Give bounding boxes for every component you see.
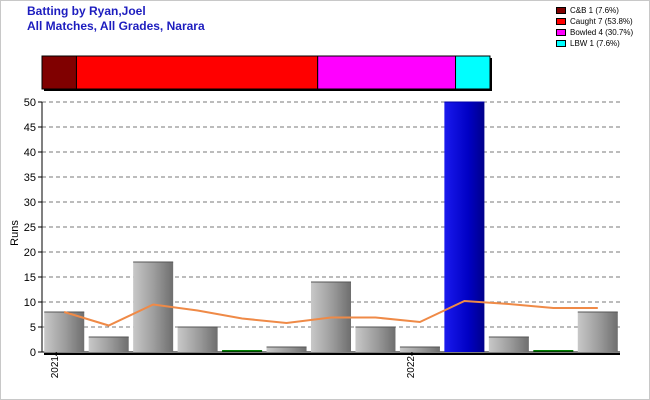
average-line: [63, 299, 598, 327]
legend-label: LBW 1 (7.6%): [570, 39, 620, 48]
y-tick-label: 20: [24, 247, 36, 259]
bar-zero: [533, 350, 574, 352]
bar: [577, 312, 618, 352]
legend-swatch: [556, 40, 566, 47]
bar-zero: [222, 350, 263, 352]
y-tick-label: 45: [24, 122, 36, 134]
bar: [177, 327, 218, 352]
y-tick-label: 0: [30, 347, 36, 359]
y-tick-label: 35: [24, 172, 36, 184]
legend-swatch: [556, 29, 566, 36]
stack-segment-cb: [41, 55, 77, 90]
chart-title: Batting by Ryan,Joel All Matches, All Gr…: [27, 4, 205, 34]
runs-bars: [44, 101, 618, 352]
legend-item-lbw: LBW 1 (7.6%): [556, 38, 633, 49]
bar: [399, 347, 440, 352]
stack-segment-bowled: [317, 55, 457, 90]
stack-segment-lbw: [455, 55, 491, 90]
stack-bar-shadow: [44, 89, 492, 91]
bar: [355, 327, 396, 352]
legend-item-cb: C&B 1 (7.6%): [556, 5, 633, 16]
legend-label: Caught 7 (53.8%): [570, 17, 633, 26]
bar-highlight: [444, 102, 485, 352]
legend-item-bowled: Bowled 4 (30.7%): [556, 27, 633, 38]
y-tick-label: 30: [24, 197, 36, 209]
average-line-path: [63, 299, 598, 327]
y-tick-label: 10: [24, 297, 36, 309]
y-tick-label: 5: [30, 322, 36, 334]
x-axis-shadow: [44, 353, 620, 355]
dismissal-legend: C&B 1 (7.6%) Caught 7 (53.8%) Bowled 4 (…: [556, 5, 633, 49]
axis-labels: 0 5 10 15 20 25 30 35 40 45 50 2021 2022 Runs: [9, 97, 417, 378]
legend-swatch: [556, 18, 566, 25]
x-tick-label: 2021: [50, 356, 61, 379]
legend-label: Bowled 4 (30.7%): [570, 28, 634, 37]
y-axis-label: Runs: [9, 220, 21, 246]
legend-item-caught: Caught 7 (53.8%): [556, 16, 633, 27]
x-tick-label: 2022: [406, 356, 417, 379]
legend-swatch: [556, 7, 566, 14]
y-tick-label: 50: [24, 97, 36, 109]
stack-bar-shadow: [490, 58, 492, 91]
bar: [44, 312, 85, 352]
bar: [88, 337, 129, 352]
legend-label: C&B 1 (7.6%): [570, 6, 619, 15]
chart-title-line2: All Matches, All Grades, Narara: [27, 19, 205, 33]
chart-title-line1: Batting by Ryan,Joel: [27, 4, 146, 18]
y-tick-label: 40: [24, 147, 36, 159]
bar: [488, 337, 529, 352]
stack-segment-caught: [75, 55, 319, 90]
y-tick-label: 15: [24, 272, 36, 284]
y-tick-label: 25: [24, 222, 36, 234]
bar: [266, 347, 307, 352]
dismissal-stack-bar: [41, 55, 492, 91]
